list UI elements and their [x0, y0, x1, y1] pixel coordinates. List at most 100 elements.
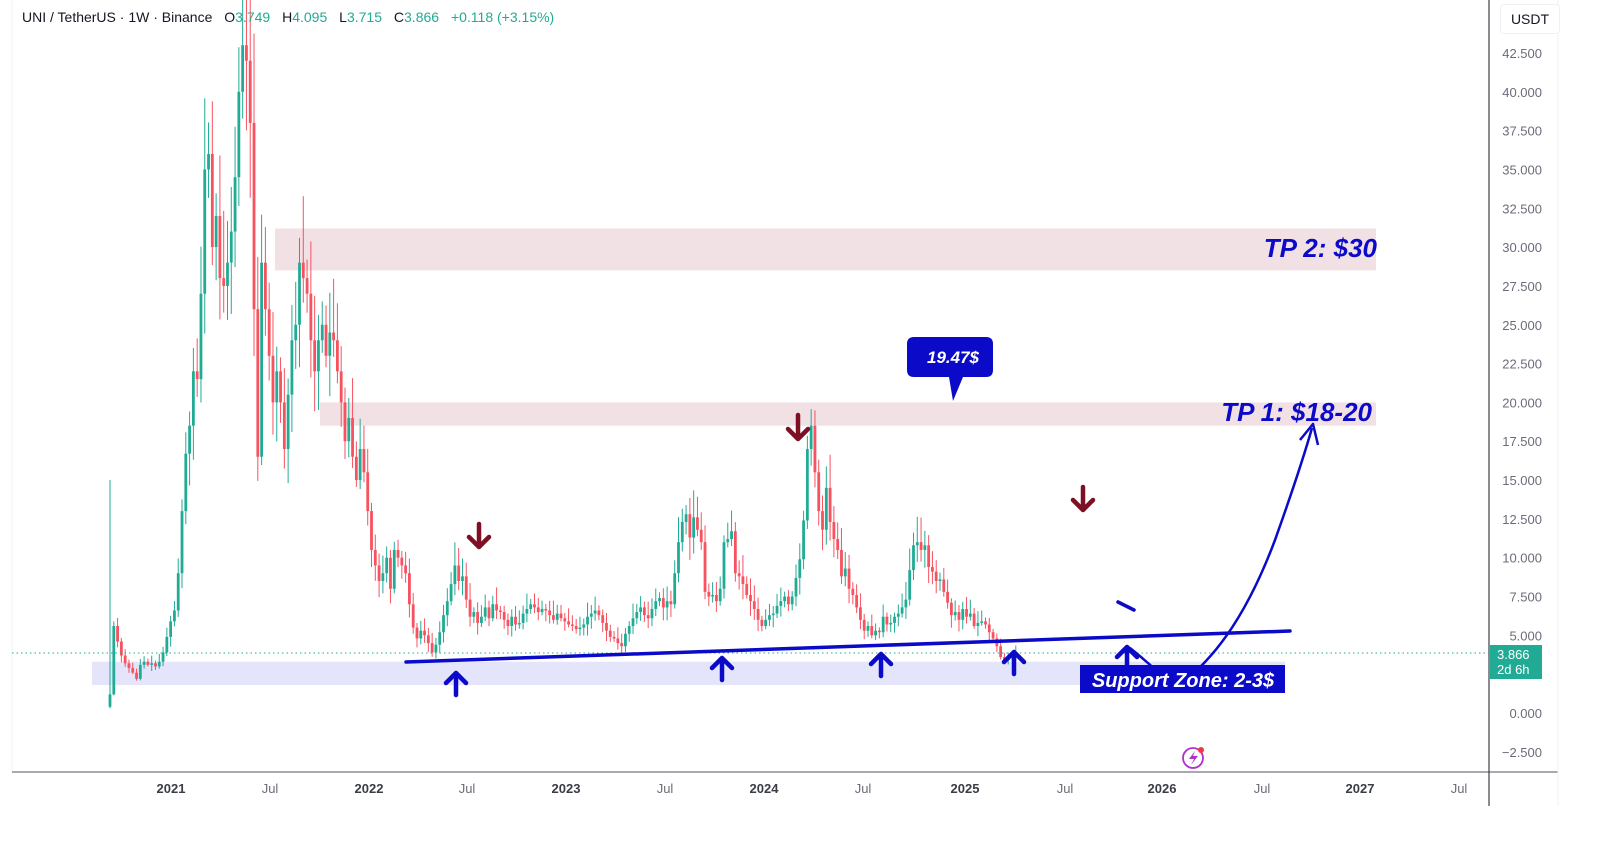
- candle: [245, 0, 248, 131]
- support-zone-label-box[interactable]: Support Zone: 2-3$: [1080, 665, 1285, 693]
- candle: [840, 528, 843, 584]
- projection-curve[interactable]: [1159, 427, 1314, 683]
- candle: [908, 548, 912, 606]
- candle: [889, 614, 893, 632]
- candle: [843, 552, 847, 587]
- candle: [207, 122, 210, 198]
- tp2-zone[interactable]: [275, 228, 1376, 271]
- candle: [449, 572, 453, 606]
- price-tick-label: 20.000: [1502, 395, 1542, 410]
- time-tick-label: 2027: [1346, 781, 1375, 796]
- low-value: 3.715: [346, 9, 382, 25]
- candle: [150, 655, 154, 671]
- candle: [552, 600, 555, 624]
- support-trendline[interactable]: [404, 629, 1292, 664]
- candle: [828, 454, 832, 541]
- candle: [582, 618, 586, 636]
- drawn-segment[interactable]: [1116, 600, 1136, 612]
- bar-countdown: 2d 6h: [1497, 662, 1530, 677]
- up-arrow-icon: [868, 651, 894, 679]
- candle: [972, 608, 976, 629]
- candle: [267, 282, 271, 381]
- candle: [756, 597, 760, 632]
- candle: [108, 480, 112, 709]
- candle: [726, 522, 730, 548]
- candle: [260, 214, 263, 466]
- peak-callout-label: 19.47$: [927, 348, 980, 367]
- time-tick-label: Jul: [1254, 781, 1271, 796]
- support-zone[interactable]: [92, 661, 1285, 686]
- candle: [112, 621, 116, 696]
- candle: [984, 617, 987, 629]
- candle: [214, 193, 218, 281]
- lightning-alert-icon[interactable]: [1182, 747, 1204, 769]
- candle: [328, 292, 332, 397]
- currency-unit-button[interactable]: USDT: [1500, 4, 1560, 34]
- candle: [271, 312, 275, 435]
- candle: [760, 615, 764, 632]
- candle: [434, 637, 438, 659]
- candle: [165, 627, 169, 656]
- candle: [146, 658, 150, 667]
- candle: [248, 0, 252, 198]
- candle: [658, 592, 661, 607]
- candle: [252, 33, 256, 357]
- price-tick-label: 30.000: [1502, 240, 1542, 255]
- candle: [343, 387, 347, 460]
- candle: [430, 632, 434, 657]
- candle: [661, 588, 665, 621]
- candle: [464, 562, 468, 609]
- candle: [176, 558, 180, 617]
- candle: [586, 602, 589, 636]
- candle: [119, 638, 123, 663]
- change-value: +0.118 (+3.15%): [450, 9, 555, 25]
- time-tick-label: Jul: [1057, 781, 1074, 796]
- candle: [669, 590, 673, 617]
- ohlc-legend: UNI / TetherUS · 1W · Binance O3.749 H4.…: [22, 9, 554, 25]
- candle: [635, 603, 639, 625]
- candle: [817, 459, 821, 526]
- candle: [570, 615, 574, 632]
- candle: [654, 588, 658, 617]
- candle: [305, 259, 309, 313]
- candle: [233, 126, 237, 268]
- candle: [498, 605, 502, 620]
- down-arrow-icon: [785, 412, 811, 442]
- tp1-zone[interactable]: [320, 402, 1376, 426]
- candle: [730, 510, 733, 547]
- candle: [665, 586, 669, 621]
- candle: [741, 555, 745, 600]
- peak-callout[interactable]: 19.47$: [907, 337, 993, 401]
- high-label: H: [282, 9, 293, 25]
- candle: [286, 378, 290, 484]
- candle: [468, 583, 472, 627]
- candle: [832, 506, 836, 558]
- candle: [332, 278, 336, 357]
- candle: [290, 304, 294, 432]
- price-tick-label: 10.000: [1502, 551, 1542, 566]
- candle: [775, 593, 779, 619]
- candle: [783, 591, 787, 608]
- candle: [703, 525, 707, 600]
- candle: [900, 593, 904, 618]
- candle: [798, 543, 802, 595]
- time-tick-label: 2021: [157, 781, 186, 796]
- candle: [184, 432, 188, 525]
- price-tick-label: 17.500: [1502, 434, 1542, 449]
- candle: [336, 303, 339, 384]
- candle: [673, 560, 677, 609]
- close-label: C: [393, 9, 405, 25]
- candle: [339, 346, 343, 427]
- candle: [805, 435, 809, 529]
- candle: [836, 522, 840, 559]
- candle: [752, 585, 756, 620]
- candle: [927, 535, 931, 584]
- candle: [809, 409, 813, 466]
- candle: [794, 564, 798, 607]
- candle: [874, 623, 877, 640]
- candle: [127, 659, 131, 673]
- close-value: 3.866: [404, 9, 440, 25]
- candle: [256, 256, 260, 481]
